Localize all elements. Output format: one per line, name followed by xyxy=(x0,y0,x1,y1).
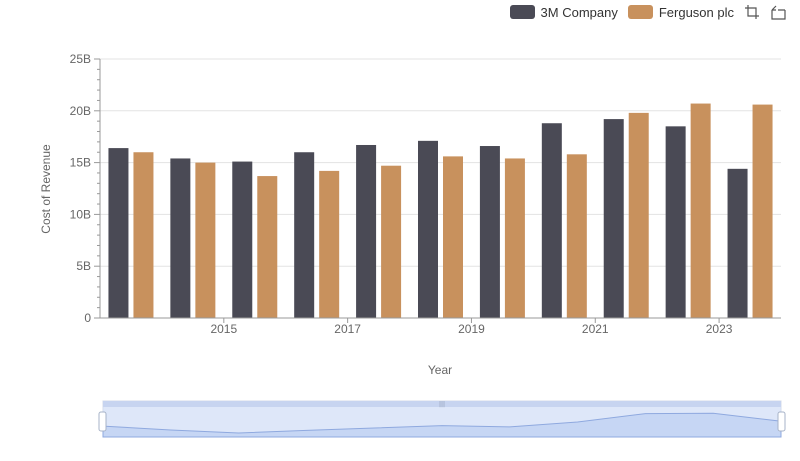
legend-swatch-3m xyxy=(509,5,535,19)
bar-ferguson-2019[interactable] xyxy=(443,156,463,318)
x-tick-label: 2019 xyxy=(458,322,485,336)
zoom-icon[interactable] xyxy=(744,4,760,20)
bar-3m-2024[interactable] xyxy=(727,168,748,318)
bar-ferguson-2021[interactable] xyxy=(566,154,587,318)
data-zoom-slider[interactable]: ||| xyxy=(98,400,786,438)
x-tick-label: 2023 xyxy=(706,322,733,336)
legend-item-3m[interactable]: 3M Company xyxy=(509,4,618,20)
bar-3m-2014[interactable] xyxy=(108,148,129,318)
y-axis: 0 5B 10B 15B 20B 25B xyxy=(70,52,101,325)
bar-ferguson-2020[interactable] xyxy=(504,158,525,318)
bar-ferguson-2024[interactable] xyxy=(752,104,773,318)
bar-3m-2017[interactable] xyxy=(294,152,315,318)
x-tick-label: 2017 xyxy=(334,322,361,336)
bars xyxy=(108,103,773,319)
bar-ferguson-2017[interactable] xyxy=(319,170,340,318)
slider-handle-right[interactable] xyxy=(777,411,786,432)
slider-grip-icon[interactable]: ||| xyxy=(439,401,445,408)
bar-ferguson-2014[interactable] xyxy=(133,152,154,318)
bar-3m-2021[interactable] xyxy=(541,123,562,319)
bar-ferguson-2016[interactable] xyxy=(257,176,278,318)
legend: 3M Company Ferguson plc xyxy=(509,4,786,20)
bar-ferguson-2022[interactable] xyxy=(628,112,649,318)
x-axis-label: Year xyxy=(428,363,452,377)
slider-preview-area xyxy=(102,412,782,438)
bar-3m-2020[interactable] xyxy=(479,146,500,318)
restore-icon[interactable] xyxy=(770,4,786,20)
bar-3m-2019[interactable] xyxy=(418,140,438,318)
x-axis: 2015 2017 2019 2021 2023 xyxy=(100,317,781,336)
y-tick-label: 25B xyxy=(70,52,91,66)
bar-ferguson-2015[interactable] xyxy=(195,162,216,318)
y-tick-label: 0 xyxy=(84,311,91,325)
bar-3m-2023[interactable] xyxy=(665,126,686,318)
y-tick-label: 10B xyxy=(70,207,91,221)
y-tick-label: 20B xyxy=(70,104,91,118)
bar-3m-2016[interactable] xyxy=(232,161,253,318)
bar-3m-2018[interactable] xyxy=(356,144,377,318)
x-tick-label: 2021 xyxy=(582,322,609,336)
y-tick-label: 5B xyxy=(76,259,91,273)
legend-label-ferguson: Ferguson plc xyxy=(658,4,734,20)
legend-swatch-ferguson xyxy=(627,5,653,19)
bar-ferguson-2023[interactable] xyxy=(690,103,711,318)
legend-label-3m: 3M Company xyxy=(540,4,618,20)
slider-top-bar xyxy=(103,401,781,407)
legend-item-ferguson[interactable]: Ferguson plc xyxy=(627,4,734,20)
x-tick-label: 2015 xyxy=(210,322,237,336)
y-tick-label: 15B xyxy=(70,156,91,170)
slider-handle-left[interactable] xyxy=(98,411,107,432)
y-axis-label: Cost of Revenue xyxy=(39,144,53,234)
bar-ferguson-2018[interactable] xyxy=(381,165,402,318)
bar-3m-2015[interactable] xyxy=(170,158,191,318)
bar-3m-2022[interactable] xyxy=(603,119,624,318)
